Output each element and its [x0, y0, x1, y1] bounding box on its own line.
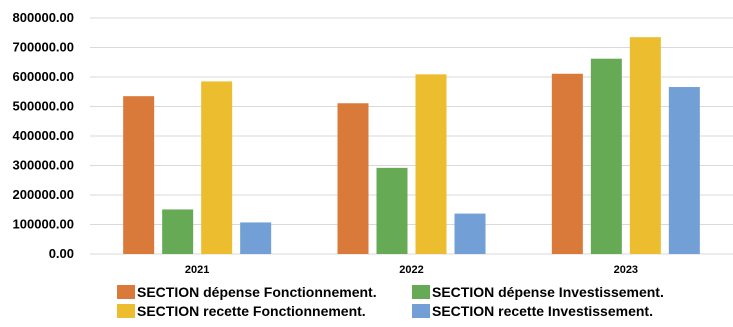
bar	[240, 222, 272, 254]
bar	[454, 213, 486, 254]
x-tick-label: 2023	[614, 264, 638, 276]
y-tick-label: 200000.00	[13, 187, 74, 202]
x-tick-label: 2022	[399, 264, 423, 276]
legend-swatch	[117, 285, 135, 299]
gridlines	[90, 17, 733, 255]
y-tick-label: 600000.00	[13, 69, 74, 84]
y-tick-label: 800000.00	[13, 10, 74, 25]
bars	[123, 37, 700, 255]
bar	[590, 58, 622, 255]
y-tick-label: 500000.00	[13, 99, 74, 114]
bar	[551, 73, 583, 254]
bar	[376, 167, 408, 254]
legend-swatch	[117, 304, 135, 318]
y-tick-label: 300000.00	[13, 158, 74, 173]
bar	[201, 81, 233, 254]
legend-swatch	[412, 304, 430, 318]
bar	[162, 209, 194, 254]
y-tick-label: 700000.00	[13, 40, 74, 55]
y-axis-ticks: 0.00 100000.00 200000.00 300000.00 400000.00…	[13, 10, 74, 261]
y-tick-label: 400000.00	[13, 128, 74, 143]
legend-label: SECTION dépense Fonctionnement.	[137, 284, 377, 300]
y-tick-label: 100000.00	[13, 217, 74, 232]
legend-label: SECTION recette Fonctionnement.	[137, 303, 366, 319]
legend-label: SECTION dépense Investissement.	[432, 284, 664, 300]
legend-label: SECTION recette Investissement.	[432, 303, 653, 319]
y-tick-label: 0.00	[49, 246, 74, 261]
bar	[629, 37, 661, 254]
x-axis-ticks: 2021 2022 2023	[185, 264, 638, 276]
legend-swatch	[412, 285, 430, 299]
x-tick-label: 2021	[185, 264, 209, 276]
bar	[123, 96, 155, 254]
bar	[668, 87, 700, 254]
bar	[337, 103, 369, 254]
legend: SECTION dépense Fonctionnement. SECTION d…	[117, 284, 664, 319]
bar	[415, 74, 447, 254]
